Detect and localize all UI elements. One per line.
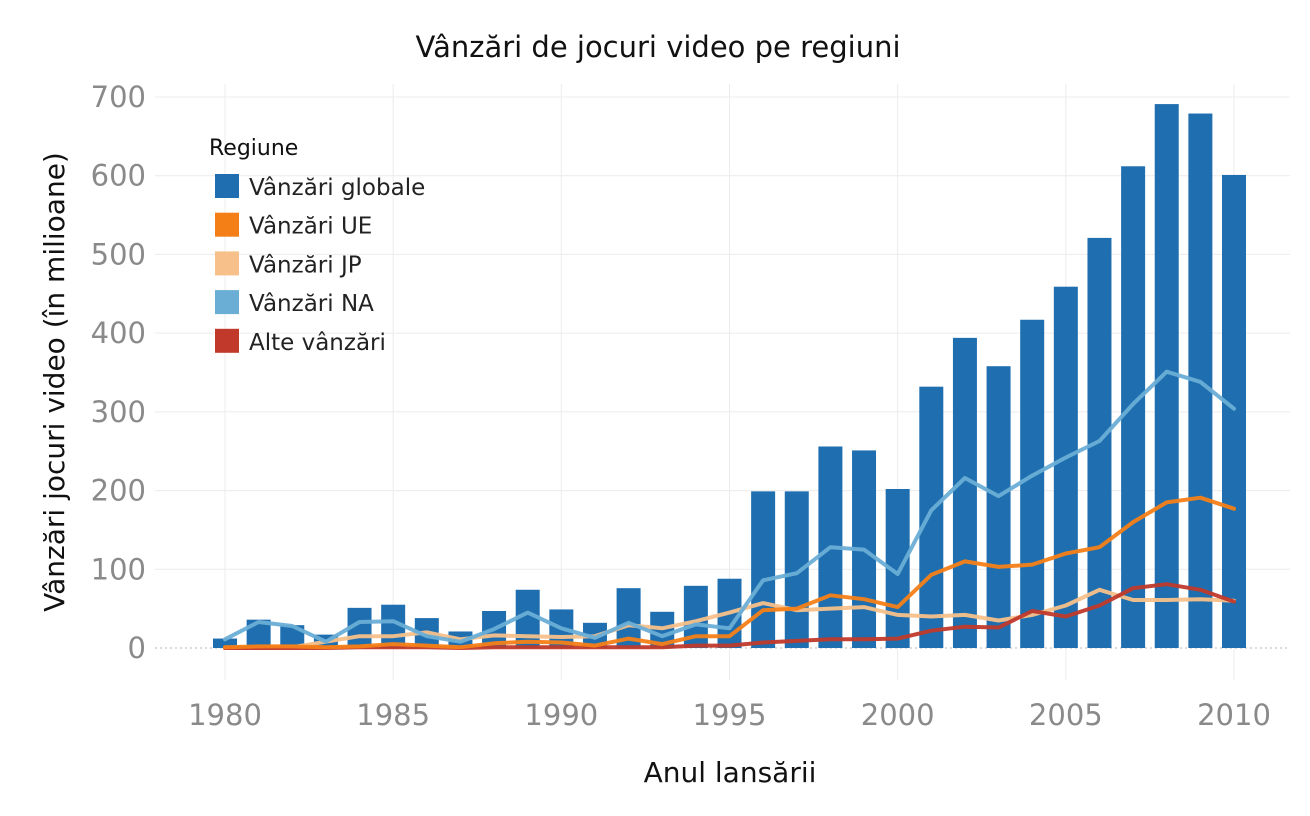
y-tick-label: 500 bbox=[91, 237, 146, 271]
x-tick-label: 1995 bbox=[693, 698, 767, 732]
line-v-nz-ri-jp bbox=[223, 587, 1236, 650]
line-v-nz-ri-ue bbox=[223, 495, 1236, 650]
x-axis-ticks: 1980 1985 1990 1995 2000 2005 2010 bbox=[188, 698, 1271, 732]
legend-swatch bbox=[215, 328, 239, 353]
y-tick-label: 700 bbox=[91, 80, 146, 114]
legend-label: Vânzări NA bbox=[249, 291, 374, 317]
x-tick-label: 1985 bbox=[356, 698, 430, 732]
x-tick-label: 2010 bbox=[1197, 698, 1271, 732]
bar-2005 bbox=[1053, 286, 1078, 648]
legend-swatch bbox=[215, 251, 239, 276]
x-tick-label: 1980 bbox=[188, 698, 262, 732]
y-axis-label: Vânzări jocuri video (în milioane) bbox=[38, 152, 71, 612]
y-tick-label: 300 bbox=[91, 395, 146, 429]
legend-title: Regiune bbox=[209, 136, 298, 161]
bar-2002 bbox=[952, 337, 977, 648]
bar-2007 bbox=[1121, 166, 1146, 649]
x-axis-label: Anul lansării bbox=[644, 756, 817, 789]
legend-swatch bbox=[215, 212, 239, 237]
y-tick-label: 100 bbox=[91, 552, 146, 586]
legend-label: Alte vânzări bbox=[249, 330, 386, 356]
legend-label: Vânzări UE bbox=[249, 214, 372, 240]
legend-swatch bbox=[215, 290, 239, 315]
x-tick-label: 2000 bbox=[861, 698, 935, 732]
bar-1980 bbox=[213, 638, 237, 648]
line-series bbox=[223, 369, 1236, 650]
x-tick-label: 1990 bbox=[524, 698, 598, 732]
y-tick-label: 600 bbox=[91, 159, 146, 193]
line-v-nz-ri-na bbox=[223, 369, 1236, 644]
bar-2004 bbox=[1020, 319, 1045, 648]
x-tick-label: 2005 bbox=[1029, 698, 1103, 732]
bar-1997 bbox=[784, 491, 809, 648]
bar-2010 bbox=[1222, 174, 1246, 649]
y-tick-label: 0 bbox=[128, 631, 146, 665]
line-alte-v-nz-ri bbox=[223, 582, 1236, 650]
legend-label: Vânzări globale bbox=[249, 175, 425, 201]
bar-1996 bbox=[751, 491, 776, 648]
y-axis-ticks: 0 100 200 300 400 500 600 700 bbox=[91, 80, 146, 665]
legend: Regiune Vânzări globale Vânzări UE Vânzări… bbox=[209, 136, 425, 356]
bar-2001 bbox=[919, 386, 944, 648]
y-tick-label: 400 bbox=[91, 316, 146, 350]
legend-swatch bbox=[215, 174, 239, 198]
legend-label: Vânzări JP bbox=[249, 252, 362, 278]
bar-2003 bbox=[986, 366, 1011, 648]
chart-title: Vânzări de jocuri video pe regiuni bbox=[415, 30, 900, 64]
y-tick-label: 200 bbox=[91, 474, 146, 508]
